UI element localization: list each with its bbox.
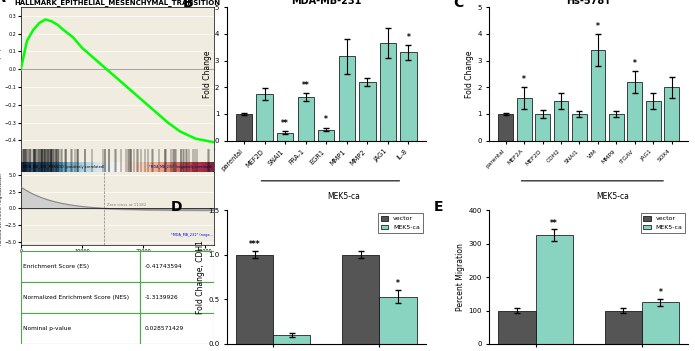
Text: **: ** — [281, 119, 289, 128]
Legend: vector, MEK5-ca: vector, MEK5-ca — [641, 213, 685, 233]
Y-axis label: Enrichment score (ES): Enrichment score (ES) — [0, 48, 2, 109]
Y-axis label: Ranked list metric (Signal2Noise): Ranked list metric (Signal2Noise) — [0, 172, 3, 245]
Bar — [236, 255, 273, 344]
Text: Nominal p-value: Nominal p-value — [23, 326, 71, 331]
Bar — [140, 313, 214, 344]
Text: *: * — [325, 115, 328, 124]
X-axis label: Rank in Ordered Dataset: Rank in Ordered Dataset — [83, 257, 152, 262]
Bar — [256, 94, 273, 141]
Bar — [379, 297, 416, 344]
Text: ***: *** — [249, 240, 261, 249]
Text: Normalized Enrichment Score (NES): Normalized Enrichment Score (NES) — [23, 295, 129, 300]
Bar — [517, 98, 532, 141]
Text: MEK5-ca: MEK5-ca — [327, 192, 360, 200]
Bar — [572, 114, 587, 141]
Text: B: B — [183, 0, 194, 10]
Y-axis label: Fold Change, CDH1: Fold Change, CDH1 — [196, 240, 205, 314]
Bar — [400, 53, 416, 141]
Bar — [641, 302, 679, 344]
Bar — [536, 235, 573, 344]
Title: Enrichment plot:
HALLMARK_EPITHELIAL_MESENCHYMAL_TRANSITION: Enrichment plot: HALLMARK_EPITHELIAL_MES… — [15, 0, 220, 6]
Legend: vector, MEK5-ca: vector, MEK5-ca — [378, 213, 423, 233]
Text: — Enrichment profile — Hits      Ranking metric scores: — Enrichment profile — Hits Ranking metr… — [25, 265, 136, 269]
Bar — [379, 43, 396, 141]
Bar — [628, 82, 642, 141]
Bar — [21, 251, 140, 282]
Bar — [664, 87, 679, 141]
Text: E: E — [434, 200, 443, 213]
Bar — [297, 98, 314, 141]
Bar — [554, 101, 569, 141]
Bar — [273, 335, 311, 344]
Bar — [21, 282, 140, 313]
Bar — [21, 313, 140, 344]
Text: *: * — [396, 279, 400, 288]
Text: MDA_MB_231_MEK5DD (positively correlated): MDA_MB_231_MEK5DD (positively correlated… — [24, 165, 105, 169]
Text: **: ** — [550, 219, 558, 228]
Bar — [359, 82, 375, 141]
Bar — [498, 311, 536, 344]
Text: D: D — [171, 200, 183, 213]
Y-axis label: Percent Migration: Percent Migration — [457, 243, 466, 311]
Text: -1.3139926: -1.3139926 — [145, 295, 178, 300]
Y-axis label: Fold Change: Fold Change — [203, 50, 212, 98]
Text: *: * — [633, 59, 637, 68]
Text: *MDA_MB_231* (negatively correlated): *MDA_MB_231* (negatively correlated) — [149, 165, 212, 169]
Text: *: * — [522, 75, 526, 84]
Text: Zero cross at 11182: Zero cross at 11182 — [107, 203, 146, 207]
Text: *MDA_MB_231* (nega...: *MDA_MB_231* (nega... — [172, 233, 213, 237]
Title: MDA-MB-231: MDA-MB-231 — [291, 0, 361, 6]
Bar — [236, 114, 252, 141]
Text: *: * — [658, 288, 662, 297]
Bar — [140, 251, 214, 282]
Bar — [646, 101, 660, 141]
Text: -0.41743594: -0.41743594 — [145, 264, 182, 270]
Bar — [342, 255, 379, 344]
Bar — [609, 114, 623, 141]
Text: MEK5-ca: MEK5-ca — [596, 192, 629, 200]
Bar — [605, 311, 641, 344]
Text: 0.028571429: 0.028571429 — [145, 326, 183, 331]
Text: A: A — [0, 0, 6, 5]
Text: *: * — [407, 33, 410, 42]
Y-axis label: Fold Change: Fold Change — [466, 50, 475, 98]
Bar — [591, 50, 605, 141]
Bar — [140, 282, 214, 313]
Bar — [535, 114, 550, 141]
Text: **: ** — [302, 81, 310, 90]
Bar — [338, 57, 355, 141]
Bar — [318, 130, 334, 141]
Bar — [277, 133, 293, 141]
Text: C: C — [454, 0, 464, 10]
Bar — [498, 114, 513, 141]
Text: *: * — [596, 21, 600, 31]
Title: Hs-578T: Hs-578T — [566, 0, 611, 6]
Text: Enrichment Score (ES): Enrichment Score (ES) — [23, 264, 89, 270]
